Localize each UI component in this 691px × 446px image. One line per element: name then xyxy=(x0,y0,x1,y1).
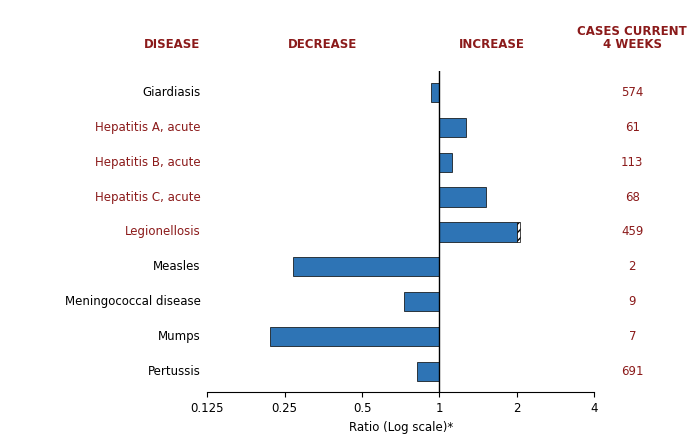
Bar xyxy=(439,118,466,137)
Text: Hepatitis A, acute: Hepatitis A, acute xyxy=(95,121,200,134)
Text: Giardiasis: Giardiasis xyxy=(142,86,200,99)
Text: Measles: Measles xyxy=(153,260,200,273)
Bar xyxy=(404,292,439,311)
X-axis label: Ratio (Log scale)*: Ratio (Log scale)* xyxy=(349,421,453,434)
Bar xyxy=(439,222,517,242)
Text: 691: 691 xyxy=(621,365,643,378)
Text: 113: 113 xyxy=(621,156,643,169)
Text: 2: 2 xyxy=(629,260,636,273)
Text: Meningococcal disease: Meningococcal disease xyxy=(64,295,200,308)
Text: 4 WEEKS: 4 WEEKS xyxy=(603,38,662,51)
Text: DECREASE: DECREASE xyxy=(287,38,357,51)
Bar xyxy=(517,222,520,242)
Bar xyxy=(417,362,439,381)
Bar xyxy=(293,257,439,277)
Text: Legionellosis: Legionellosis xyxy=(124,225,200,239)
Bar xyxy=(439,187,486,206)
Text: 61: 61 xyxy=(625,121,640,134)
Text: Pertussis: Pertussis xyxy=(147,365,200,378)
Text: Hepatitis B, acute: Hepatitis B, acute xyxy=(95,156,200,169)
Text: DISEASE: DISEASE xyxy=(144,38,200,51)
Bar xyxy=(270,327,439,346)
Text: INCREASE: INCREASE xyxy=(459,38,525,51)
Text: 574: 574 xyxy=(621,86,643,99)
Text: Mumps: Mumps xyxy=(158,330,200,343)
Bar xyxy=(431,83,439,102)
Bar xyxy=(439,153,452,172)
Text: CASES CURRENT: CASES CURRENT xyxy=(578,25,687,38)
Text: 9: 9 xyxy=(629,295,636,308)
Text: 68: 68 xyxy=(625,190,640,203)
Text: 7: 7 xyxy=(629,330,636,343)
Text: 459: 459 xyxy=(621,225,643,239)
Text: Hepatitis C, acute: Hepatitis C, acute xyxy=(95,190,200,203)
